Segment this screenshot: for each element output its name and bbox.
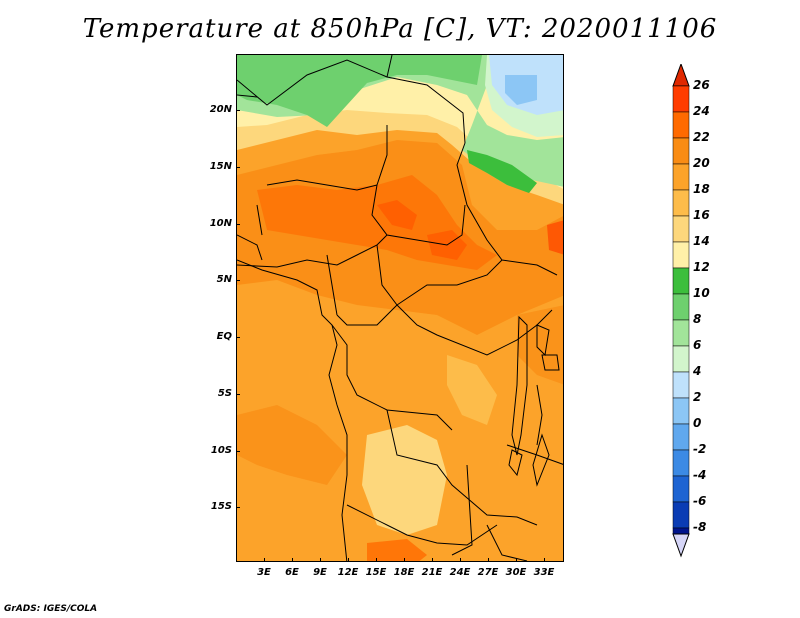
lat-label: 15N xyxy=(209,161,232,172)
lat-tick xyxy=(236,167,240,168)
colorbar-bin xyxy=(672,85,690,113)
colorbar-bin xyxy=(672,397,690,425)
lat-tick xyxy=(236,337,240,338)
colorbar-bin xyxy=(672,345,690,373)
lat-label: 5S xyxy=(217,388,232,399)
colorbar-bin xyxy=(672,111,690,139)
colorbar-label: -8 xyxy=(693,520,707,534)
colorbar-bins xyxy=(672,85,690,535)
colorbar-label: 4 xyxy=(693,364,702,378)
country-borders xyxy=(237,55,563,561)
colorbar-label: 16 xyxy=(693,208,710,222)
lon-label: 12E xyxy=(337,567,359,578)
lon-label: 3E xyxy=(257,567,271,578)
colorbar-label: 6 xyxy=(693,338,702,352)
colorbar-bin xyxy=(672,501,690,529)
colorbar-bin xyxy=(672,475,690,503)
lon-tick xyxy=(376,558,377,562)
colorbar-bin xyxy=(672,215,690,243)
colorbar-label: -2 xyxy=(693,442,707,456)
lon-label: 6E xyxy=(285,567,299,578)
lon-tick xyxy=(544,558,545,562)
colorbar-bin xyxy=(672,527,690,535)
colorbar-label: 2 xyxy=(693,390,702,404)
colorbar-bottom-arrow xyxy=(672,533,690,558)
hotspot-a xyxy=(377,200,417,230)
field-s-22-24 xyxy=(367,539,427,561)
field-4-6 xyxy=(505,75,537,105)
colorbar-label: 14 xyxy=(693,234,710,248)
lon-tick xyxy=(488,558,489,562)
colorbar-top-arrow xyxy=(672,64,690,87)
map-canvas xyxy=(237,55,563,561)
temperature-map xyxy=(236,54,564,562)
colorbar-label: 10 xyxy=(693,286,710,300)
colorbar-bin xyxy=(672,267,690,295)
colorbar-bin xyxy=(672,319,690,347)
colorbar-label: 20 xyxy=(693,156,710,170)
field-e-20-22 xyxy=(517,305,563,385)
colorbar-bin xyxy=(672,293,690,321)
lat-tick xyxy=(236,451,240,452)
lat-tick xyxy=(236,394,240,395)
lon-label: 33E xyxy=(533,567,555,578)
lat-tick xyxy=(236,110,240,111)
colorbar-bin xyxy=(672,423,690,451)
chart-title: Temperature at 850hPa [C], VT: 202001110… xyxy=(82,14,718,44)
lon-label: 27E xyxy=(477,567,499,578)
lon-tick xyxy=(292,558,293,562)
lon-label: 30E xyxy=(505,567,527,578)
credit-text: GrADS: IGES/COLA xyxy=(4,604,98,614)
colorbar-label: 8 xyxy=(693,312,702,326)
colorbar-label: 22 xyxy=(693,130,710,144)
colorbar-label: 0 xyxy=(693,416,702,430)
colorbar-label: -6 xyxy=(693,494,707,508)
colorbar-bin xyxy=(672,449,690,477)
lat-label: 5N xyxy=(216,274,232,285)
lat-label: 10N xyxy=(209,218,232,229)
colorbar-label: 12 xyxy=(693,260,710,274)
lon-label: 18E xyxy=(393,567,415,578)
lon-tick xyxy=(404,558,405,562)
lon-tick xyxy=(320,558,321,562)
lat-label: 20N xyxy=(209,104,232,115)
colorbar-bin xyxy=(672,137,690,165)
colorbar-label: 26 xyxy=(693,78,710,92)
colorbar-bin xyxy=(672,371,690,399)
lat-label: EQ xyxy=(216,331,232,342)
lon-label: 21E xyxy=(421,567,443,578)
lakes xyxy=(508,315,560,487)
lon-tick xyxy=(516,558,517,562)
hotspot-c xyxy=(547,220,563,255)
colorbar-label: 18 xyxy=(693,182,710,196)
colorbar xyxy=(672,64,690,558)
field-12-14-b xyxy=(467,150,537,193)
lat-tick xyxy=(236,280,240,281)
colorbar-label: 24 xyxy=(693,104,710,118)
lat-tick xyxy=(236,507,240,508)
lon-tick xyxy=(264,558,265,562)
lon-tick xyxy=(460,558,461,562)
lon-label: 15E xyxy=(365,567,387,578)
lon-label: 24E xyxy=(449,567,471,578)
lat-label: 15S xyxy=(210,501,232,512)
field-south-16-18 xyxy=(362,425,447,535)
lat-tick xyxy=(236,224,240,225)
lon-tick xyxy=(348,558,349,562)
colorbar-bin xyxy=(672,163,690,191)
coastline xyxy=(237,259,348,561)
field-south-18-20 xyxy=(447,355,497,425)
field-sw-20-22 xyxy=(237,405,347,485)
colorbar-label: -4 xyxy=(693,468,707,482)
lon-tick xyxy=(432,558,433,562)
lon-label: 9E xyxy=(313,567,327,578)
field-12-14-a xyxy=(237,55,482,127)
colorbar-bin xyxy=(672,241,690,269)
colorbar-bin xyxy=(672,189,690,217)
lat-label: 10S xyxy=(210,445,232,456)
